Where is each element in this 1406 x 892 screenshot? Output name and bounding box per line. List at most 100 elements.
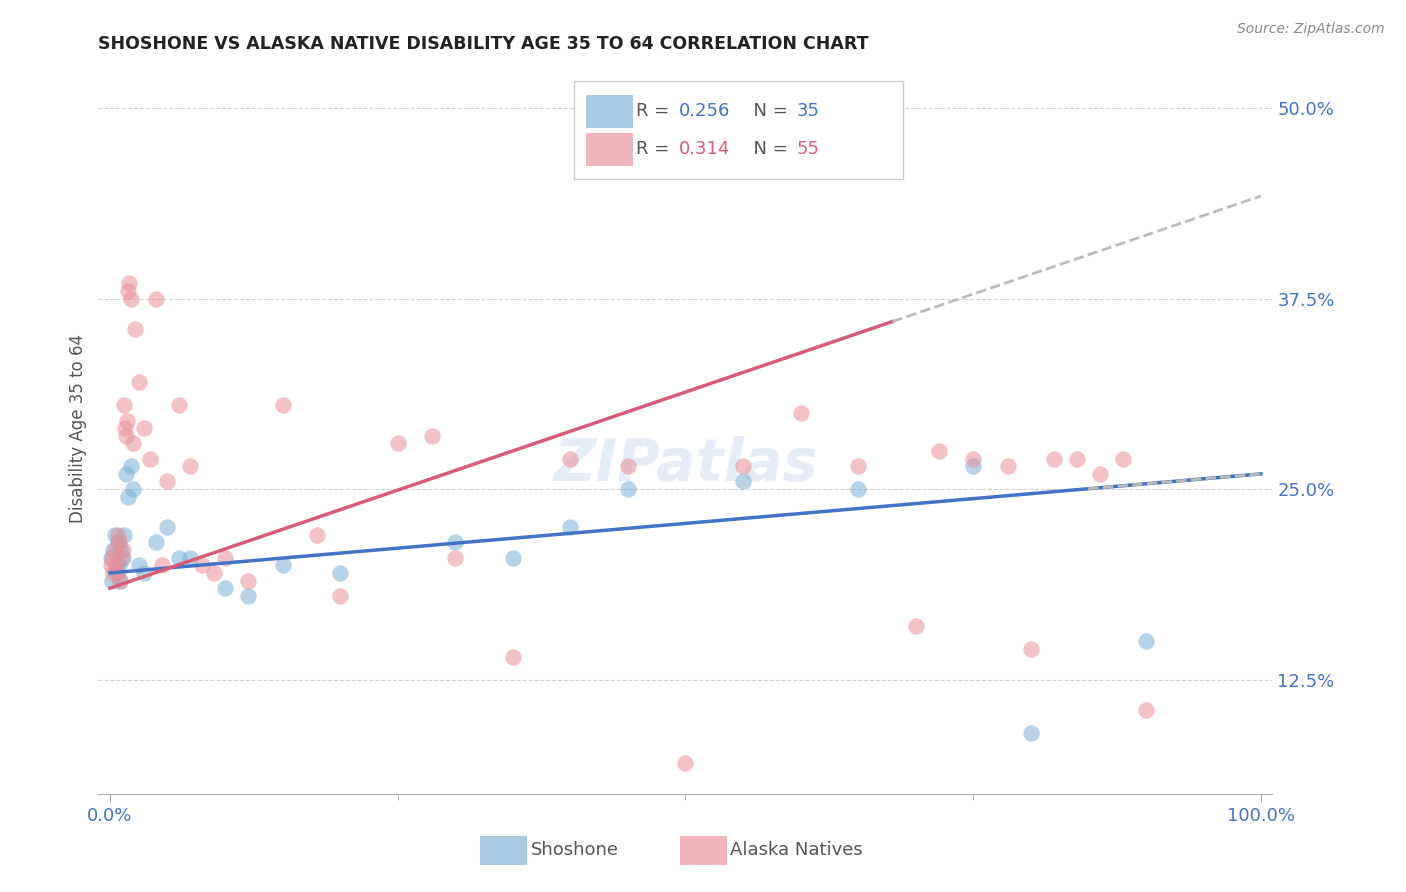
Y-axis label: Disability Age 35 to 64: Disability Age 35 to 64	[69, 334, 87, 523]
Point	[202, 566, 225, 580]
Point	[846, 482, 869, 496]
Point	[117, 284, 139, 298]
Point	[179, 550, 201, 565]
Point	[387, 436, 409, 450]
Point	[502, 649, 524, 664]
Point	[150, 558, 173, 573]
Point	[103, 543, 125, 558]
Point	[107, 528, 129, 542]
Point	[191, 558, 214, 573]
Point	[997, 459, 1019, 474]
Point	[112, 398, 135, 412]
Point	[271, 558, 294, 573]
Text: N =: N =	[742, 140, 793, 159]
Point	[1088, 467, 1111, 481]
Point	[139, 451, 162, 466]
Text: N =: N =	[742, 103, 793, 120]
Point	[110, 574, 132, 588]
Point	[156, 520, 179, 534]
Point	[110, 550, 132, 565]
Point	[214, 550, 236, 565]
Point	[117, 490, 139, 504]
Point	[502, 550, 524, 565]
Point	[1019, 726, 1042, 740]
Point	[1066, 451, 1088, 466]
Point	[115, 413, 138, 427]
Point	[167, 550, 190, 565]
Point	[108, 558, 131, 573]
FancyBboxPatch shape	[679, 836, 727, 865]
Point	[104, 558, 127, 573]
Point	[128, 376, 150, 390]
Point	[101, 574, 124, 588]
Point	[329, 589, 352, 603]
Point	[115, 467, 138, 481]
Point	[134, 566, 156, 580]
Point	[617, 459, 640, 474]
Point	[675, 756, 697, 771]
Point	[112, 528, 135, 542]
Point	[103, 543, 125, 558]
Point	[1019, 642, 1042, 657]
Point	[329, 566, 352, 580]
FancyBboxPatch shape	[586, 95, 633, 128]
Point	[110, 574, 132, 588]
Point	[145, 292, 167, 306]
Point	[111, 543, 134, 558]
Point	[145, 535, 167, 549]
Point	[731, 475, 754, 489]
Point	[100, 550, 122, 565]
Point	[444, 535, 467, 549]
Point	[122, 482, 145, 496]
Point	[134, 421, 156, 435]
Point	[1135, 634, 1157, 648]
Point	[115, 429, 138, 443]
Text: ZIPatlas: ZIPatlas	[553, 436, 818, 493]
FancyBboxPatch shape	[479, 836, 527, 865]
Point	[444, 550, 467, 565]
Point	[1042, 451, 1064, 466]
Point	[104, 558, 127, 573]
Point	[118, 277, 141, 291]
Point	[101, 550, 124, 565]
Point	[114, 421, 136, 435]
Point	[731, 459, 754, 474]
Point	[236, 589, 259, 603]
Text: 35: 35	[797, 103, 820, 120]
Point	[962, 451, 984, 466]
Point	[789, 406, 811, 420]
Text: SHOSHONE VS ALASKA NATIVE DISABILITY AGE 35 TO 64 CORRELATION CHART: SHOSHONE VS ALASKA NATIVE DISABILITY AGE…	[98, 35, 869, 53]
Point	[214, 581, 236, 595]
Point	[124, 322, 146, 336]
Point	[100, 558, 122, 573]
Text: R =: R =	[636, 103, 675, 120]
Point	[236, 574, 259, 588]
Point	[928, 444, 950, 458]
Text: Source: ZipAtlas.com: Source: ZipAtlas.com	[1237, 22, 1385, 37]
Text: Alaska Natives: Alaska Natives	[730, 841, 863, 859]
Point	[962, 459, 984, 474]
Point	[107, 535, 129, 549]
Text: 0.256: 0.256	[678, 103, 730, 120]
Point	[1112, 451, 1135, 466]
Point	[103, 566, 125, 580]
Point	[103, 528, 125, 542]
Text: 55: 55	[797, 140, 820, 159]
Point	[167, 398, 190, 412]
Text: R =: R =	[636, 140, 675, 159]
Point	[105, 566, 128, 580]
Point	[617, 482, 640, 496]
Point	[105, 566, 128, 580]
Text: 0.314: 0.314	[678, 140, 730, 159]
Point	[179, 459, 201, 474]
FancyBboxPatch shape	[574, 81, 903, 179]
Point	[156, 475, 179, 489]
Point	[111, 550, 134, 565]
Point	[271, 398, 294, 412]
Point	[120, 292, 142, 306]
Point	[904, 619, 927, 633]
Point	[110, 543, 132, 558]
Point	[122, 436, 145, 450]
Point	[1135, 703, 1157, 717]
Point	[846, 459, 869, 474]
